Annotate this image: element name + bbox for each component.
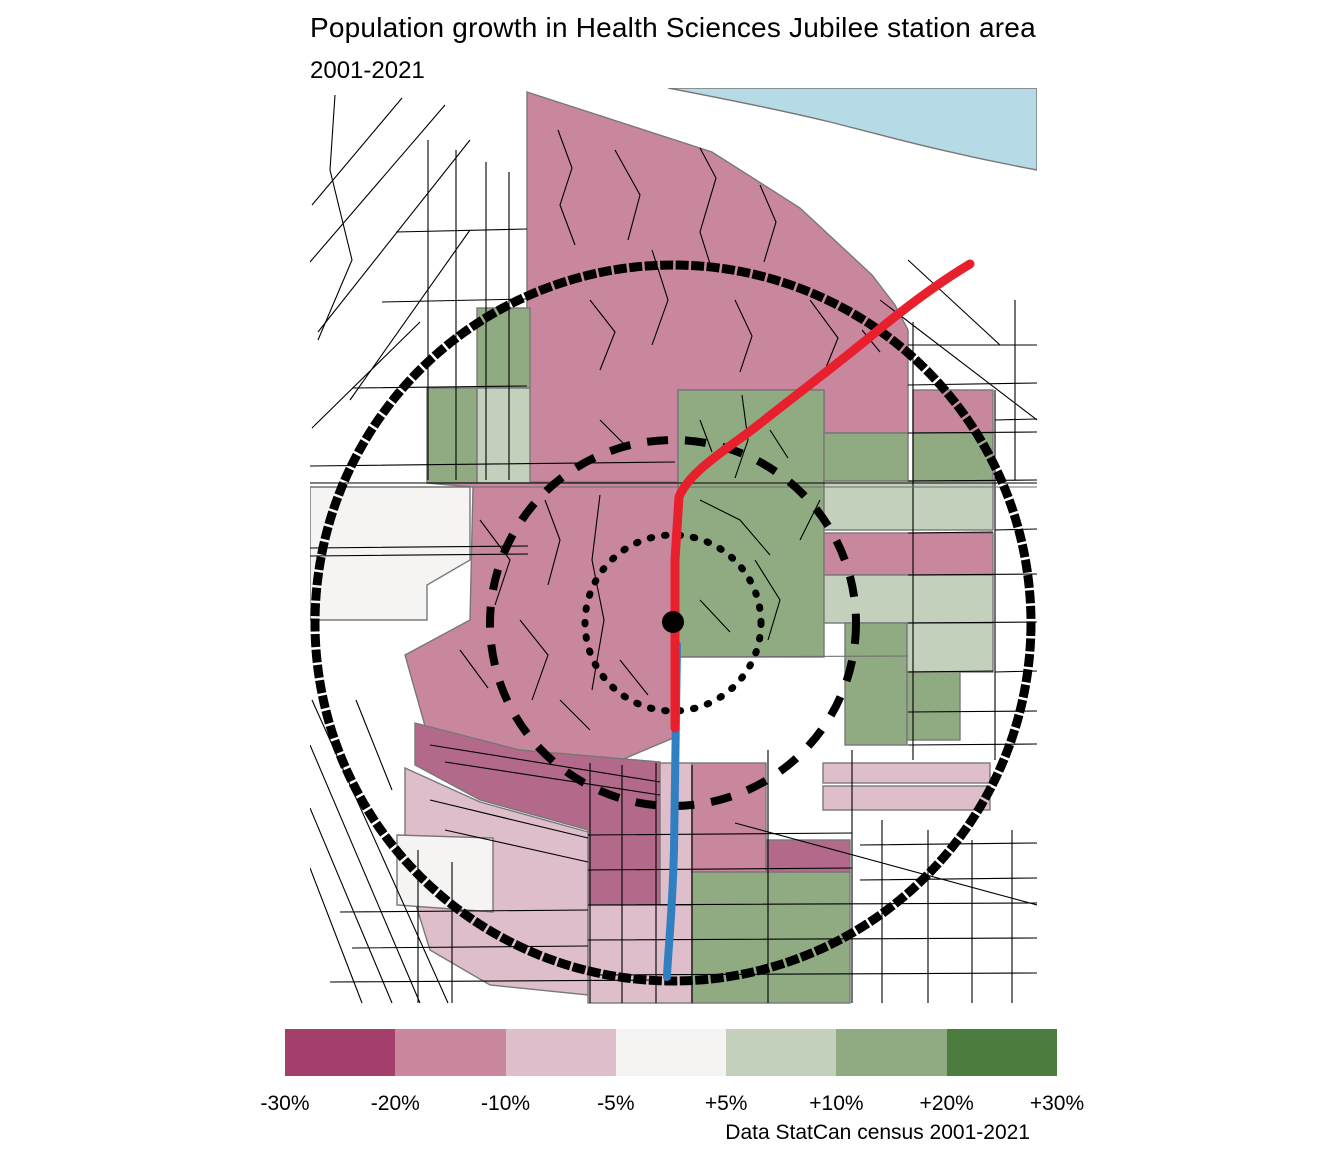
rail-line-south xyxy=(663,641,681,981)
census-area xyxy=(587,904,693,1004)
legend-label: +10% xyxy=(809,1092,864,1115)
water-body xyxy=(667,88,1037,171)
station-marker xyxy=(662,611,684,633)
middle-radius-ring xyxy=(486,436,860,810)
legend-swatch-5 xyxy=(836,1029,947,1076)
legend-swatch-4 xyxy=(726,1029,837,1076)
legend-labels: -30% -20% -10% -5% +5% +10% +20% +30% xyxy=(260,1092,1084,1118)
rail-line-north xyxy=(670,259,975,733)
census-area xyxy=(906,622,994,673)
legend-swatch-1 xyxy=(395,1029,506,1076)
census-area xyxy=(823,532,994,576)
inner-radius-ring xyxy=(581,531,765,715)
census-area xyxy=(476,307,531,389)
legend-label: -30% xyxy=(260,1092,310,1115)
legend-swatches xyxy=(285,1029,1057,1076)
census-area xyxy=(691,762,767,873)
census-area xyxy=(822,762,991,784)
census-area xyxy=(823,432,909,482)
census-area xyxy=(823,480,994,531)
legend-label: +20% xyxy=(919,1092,974,1115)
census-area xyxy=(765,839,851,873)
census-area xyxy=(476,387,531,484)
census-area xyxy=(822,785,991,811)
census-area xyxy=(906,671,961,741)
census-area xyxy=(396,834,494,913)
outer-radius-ring xyxy=(310,260,1036,986)
legend-label: -5% xyxy=(597,1092,635,1115)
legend-swatch-0 xyxy=(285,1029,396,1076)
legend-label: -10% xyxy=(481,1092,531,1115)
data-attribution: Data StatCan census 2001-2021 xyxy=(725,1121,1030,1144)
census-polygons xyxy=(310,91,994,1004)
census-area xyxy=(691,871,851,1004)
legend-swatch-3 xyxy=(615,1029,727,1076)
legend-label: +5% xyxy=(704,1092,748,1115)
legend-label: -20% xyxy=(370,1092,420,1115)
legend-swatch-6 xyxy=(946,1029,1057,1076)
page-title: Population growth in Health Sciences Jub… xyxy=(310,12,1036,43)
census-area xyxy=(426,387,478,484)
legend-swatch-2 xyxy=(505,1029,616,1076)
page-subtitle: 2001-2021 xyxy=(310,57,425,84)
legend-label: +30% xyxy=(1029,1092,1085,1115)
